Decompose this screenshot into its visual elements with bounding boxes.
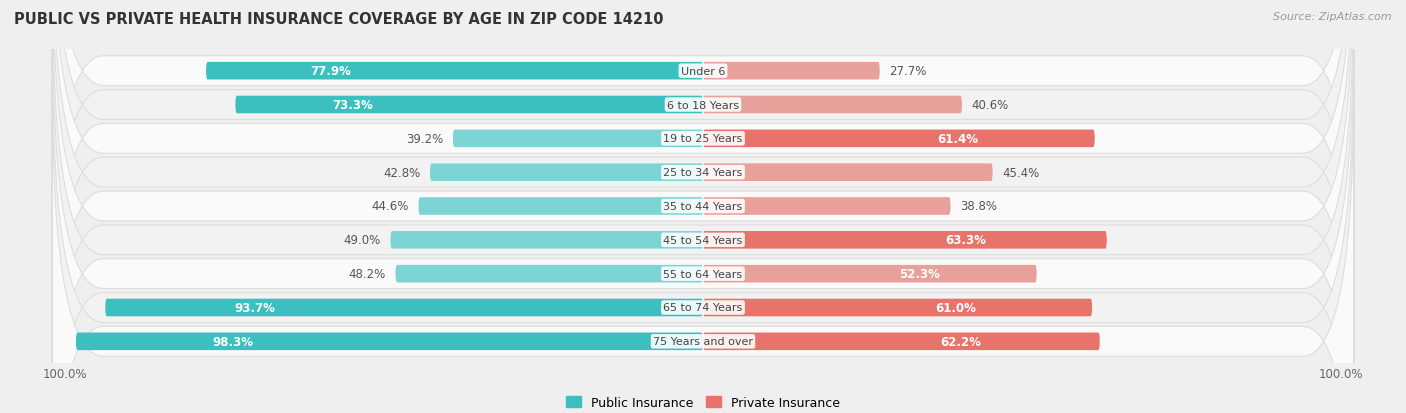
FancyBboxPatch shape xyxy=(703,164,993,182)
FancyBboxPatch shape xyxy=(52,52,1354,413)
FancyBboxPatch shape xyxy=(52,0,1354,394)
Text: 42.8%: 42.8% xyxy=(384,166,420,179)
Text: PUBLIC VS PRIVATE HEALTH INSURANCE COVERAGE BY AGE IN ZIP CODE 14210: PUBLIC VS PRIVATE HEALTH INSURANCE COVER… xyxy=(14,12,664,27)
FancyBboxPatch shape xyxy=(703,265,1036,283)
Text: 55 to 64 Years: 55 to 64 Years xyxy=(664,269,742,279)
FancyBboxPatch shape xyxy=(52,19,1354,413)
Text: 39.2%: 39.2% xyxy=(406,133,443,145)
Text: 61.0%: 61.0% xyxy=(935,301,976,314)
Text: 73.3%: 73.3% xyxy=(332,99,373,112)
Text: 63.3%: 63.3% xyxy=(945,234,986,247)
FancyBboxPatch shape xyxy=(76,333,703,350)
Text: 98.3%: 98.3% xyxy=(212,335,253,348)
Text: 25 to 34 Years: 25 to 34 Years xyxy=(664,168,742,178)
Text: 38.8%: 38.8% xyxy=(960,200,997,213)
Text: 65 to 74 Years: 65 to 74 Years xyxy=(664,303,742,313)
Text: 93.7%: 93.7% xyxy=(235,301,276,314)
Text: 52.3%: 52.3% xyxy=(900,268,941,280)
FancyBboxPatch shape xyxy=(52,0,1354,361)
FancyBboxPatch shape xyxy=(52,0,1354,327)
Text: 75 Years and over: 75 Years and over xyxy=(652,337,754,347)
FancyBboxPatch shape xyxy=(235,97,703,114)
FancyBboxPatch shape xyxy=(207,63,703,80)
Text: 44.6%: 44.6% xyxy=(371,200,409,213)
FancyBboxPatch shape xyxy=(52,0,1354,413)
FancyBboxPatch shape xyxy=(52,0,1354,413)
Text: 27.7%: 27.7% xyxy=(889,65,927,78)
Text: 62.2%: 62.2% xyxy=(941,335,981,348)
FancyBboxPatch shape xyxy=(52,0,1354,413)
FancyBboxPatch shape xyxy=(419,198,703,215)
Text: 45 to 54 Years: 45 to 54 Years xyxy=(664,235,742,245)
Text: 48.2%: 48.2% xyxy=(349,268,387,280)
Text: 77.9%: 77.9% xyxy=(309,65,350,78)
FancyBboxPatch shape xyxy=(395,265,703,283)
Text: 35 to 44 Years: 35 to 44 Years xyxy=(664,202,742,211)
Text: 49.0%: 49.0% xyxy=(343,234,381,247)
Text: 6 to 18 Years: 6 to 18 Years xyxy=(666,100,740,110)
Text: 61.4%: 61.4% xyxy=(936,133,979,145)
Text: Source: ZipAtlas.com: Source: ZipAtlas.com xyxy=(1274,12,1392,22)
Legend: Public Insurance, Private Insurance: Public Insurance, Private Insurance xyxy=(561,391,845,413)
FancyBboxPatch shape xyxy=(703,231,1107,249)
FancyBboxPatch shape xyxy=(703,198,950,215)
FancyBboxPatch shape xyxy=(703,97,962,114)
FancyBboxPatch shape xyxy=(430,164,703,182)
FancyBboxPatch shape xyxy=(105,299,703,316)
FancyBboxPatch shape xyxy=(52,86,1354,413)
FancyBboxPatch shape xyxy=(703,63,880,80)
FancyBboxPatch shape xyxy=(703,299,1092,316)
FancyBboxPatch shape xyxy=(391,231,703,249)
Text: 45.4%: 45.4% xyxy=(1002,166,1039,179)
FancyBboxPatch shape xyxy=(703,333,1099,350)
FancyBboxPatch shape xyxy=(453,130,703,148)
Text: 40.6%: 40.6% xyxy=(972,99,1010,112)
Text: Under 6: Under 6 xyxy=(681,66,725,76)
Text: 19 to 25 Years: 19 to 25 Years xyxy=(664,134,742,144)
FancyBboxPatch shape xyxy=(703,130,1095,148)
